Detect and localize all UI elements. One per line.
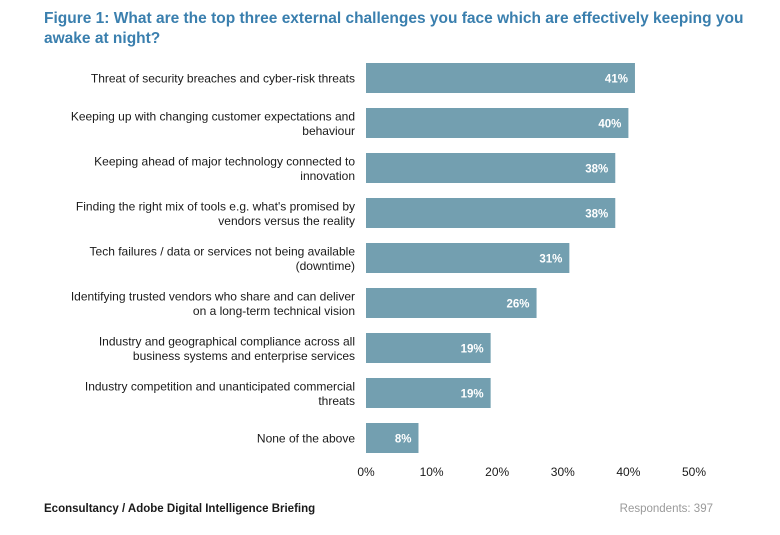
value-label-2: 40% bbox=[598, 119, 621, 131]
bar-6 bbox=[366, 288, 537, 318]
x-tick-label: 0% bbox=[357, 465, 375, 479]
value-label-5: 31% bbox=[539, 254, 562, 266]
x-tick-label: 20% bbox=[485, 465, 509, 479]
category-label-7: Industry and geographical compliance acr… bbox=[99, 334, 355, 363]
category-label-1: Threat of security breaches and cyber-ri… bbox=[91, 72, 355, 86]
source-credit: Econsultancy / Adobe Digital Intelligenc… bbox=[44, 503, 316, 515]
chart-title: Figure 1: What are the top three externa… bbox=[44, 10, 744, 47]
bar-5 bbox=[366, 243, 570, 273]
value-label-6: 26% bbox=[507, 299, 530, 311]
x-tick-label: 10% bbox=[420, 465, 444, 479]
category-label-5: Tech failures / data or services not bei… bbox=[90, 244, 356, 273]
category-label-2: Keeping up with changing customer expect… bbox=[71, 109, 355, 138]
bar-9 bbox=[366, 423, 419, 453]
category-label-4: Finding the right mix of tools e.g. what… bbox=[76, 199, 355, 228]
category-label-6: Identifying trusted vendors who share an… bbox=[71, 289, 355, 318]
value-label-4: 38% bbox=[585, 209, 608, 221]
bar-1 bbox=[366, 63, 635, 93]
respondents-count: Respondents: 397 bbox=[619, 503, 713, 515]
value-label-7: 19% bbox=[461, 344, 484, 356]
category-label-8: Industry competition and unanticipated c… bbox=[85, 379, 355, 408]
bar-8 bbox=[366, 378, 491, 408]
value-label-1: 41% bbox=[605, 74, 628, 86]
category-label-3: Keeping ahead of major technology connec… bbox=[94, 154, 355, 183]
value-label-9: 8% bbox=[395, 434, 412, 446]
bar-2 bbox=[366, 108, 629, 138]
value-label-8: 19% bbox=[461, 389, 484, 401]
value-label-3: 38% bbox=[585, 164, 608, 176]
x-tick-label: 40% bbox=[616, 465, 640, 479]
bar-4 bbox=[366, 198, 616, 228]
bar-3 bbox=[366, 153, 616, 183]
bar-7 bbox=[366, 333, 491, 363]
x-tick-label: 30% bbox=[551, 465, 575, 479]
x-tick-label: 50% bbox=[682, 465, 706, 479]
category-label-9: None of the above bbox=[257, 432, 355, 446]
